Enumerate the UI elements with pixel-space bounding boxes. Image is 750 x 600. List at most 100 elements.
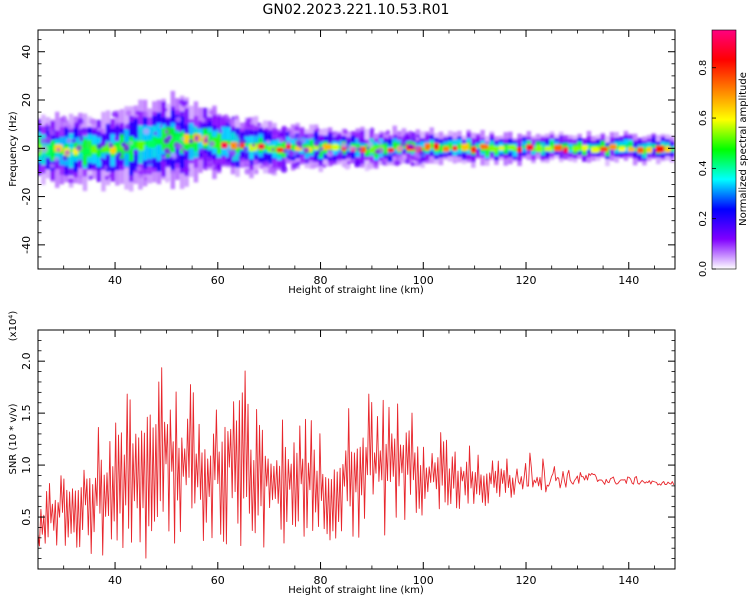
snr-series-line xyxy=(38,367,675,559)
heatmap-cell xyxy=(129,141,133,145)
heatmap-cell xyxy=(77,117,84,125)
heatmap-cell xyxy=(383,143,388,155)
heatmap-cell xyxy=(388,134,392,139)
heatmap-cell xyxy=(216,133,222,155)
heatmap-cell xyxy=(203,138,209,144)
y-tick-label: 0 xyxy=(20,145,33,152)
heatmap-cell xyxy=(52,169,56,173)
y-tick-label: -40 xyxy=(20,236,33,254)
heatmap-cell xyxy=(78,174,83,179)
heatmap-cell xyxy=(253,159,258,164)
heatmap-cell xyxy=(413,156,418,162)
heatmap-cell xyxy=(97,127,101,131)
spectrogram-heatmap xyxy=(38,90,675,192)
heatmap-cell xyxy=(53,156,60,163)
heatmap-cell xyxy=(403,134,411,142)
heatmap-cell xyxy=(308,160,313,164)
heatmap-cell xyxy=(88,175,93,180)
heatmap-cell xyxy=(627,147,635,152)
colorbar-gradient xyxy=(712,30,736,269)
heatmap-cell xyxy=(309,139,314,154)
heatmap-cell xyxy=(632,148,638,151)
heatmap-cell xyxy=(531,148,536,152)
heatmap-cell xyxy=(142,140,148,146)
heatmap-cell xyxy=(115,122,119,126)
colorbar: 0.0 0.2 0.4 0.6 0.8 Normalized spectral ampl… xyxy=(698,29,749,277)
heatmap-cell xyxy=(279,132,284,137)
heatmap-cell xyxy=(230,142,238,149)
heatmap-cell xyxy=(120,142,125,147)
heatmap-cell xyxy=(182,149,187,154)
heatmap-cell xyxy=(38,148,41,153)
heatmap-cell xyxy=(418,150,425,157)
heatmap-cell xyxy=(164,108,168,112)
heatmap-cell xyxy=(118,159,125,166)
heatmap-cell xyxy=(201,118,206,123)
colorbar-tick-label: 0.8 xyxy=(698,60,709,76)
heatmap-cell xyxy=(623,144,629,148)
heatmap-cell xyxy=(249,123,256,131)
heatmap-cell xyxy=(77,159,82,164)
heatmap-cell xyxy=(245,160,251,166)
heatmap-cell xyxy=(651,144,656,148)
heatmap-cell xyxy=(334,135,342,143)
heatmap-cell xyxy=(243,146,249,152)
heatmap-cell xyxy=(104,175,110,181)
heatmap-cell xyxy=(71,138,77,144)
heatmap-cell xyxy=(227,119,235,126)
heatmap-cell xyxy=(413,138,417,142)
heatmap-cell xyxy=(226,149,231,153)
heatmap-cell xyxy=(366,141,373,148)
colorbar-frame xyxy=(711,29,737,270)
heatmap-cell xyxy=(91,145,97,154)
x-tick-label: 100 xyxy=(413,274,434,287)
heatmap-cell xyxy=(540,147,545,151)
heatmap-cell xyxy=(385,130,391,136)
heatmap-cell xyxy=(268,167,276,175)
heatmap-cell xyxy=(124,123,132,130)
heatmap-cell xyxy=(137,140,145,151)
heatmap-cell xyxy=(107,142,111,146)
heatmap-cell xyxy=(163,147,171,154)
heatmap-cell xyxy=(96,144,102,158)
heatmap-cell xyxy=(372,133,379,140)
heatmap-cell xyxy=(68,149,74,153)
heatmap-cell xyxy=(300,138,306,143)
spectrogram-xlabel: Height of straight line (km) xyxy=(288,285,424,296)
heatmap-cell xyxy=(207,132,213,146)
spectrogram-axes: 40 60 80 100 120 140 -40 -20 0 20 40 xyxy=(20,30,675,287)
colorbar-tick-label: 0.2 xyxy=(698,211,709,227)
heatmap-cell xyxy=(217,128,223,134)
heatmap-cell xyxy=(340,141,347,149)
heatmap-cell xyxy=(637,147,644,154)
heatmap-cell xyxy=(452,145,458,151)
heatmap-cell xyxy=(284,156,289,162)
heatmap-cell xyxy=(109,146,116,154)
heatmap-cell xyxy=(143,111,149,118)
heatmap-cell xyxy=(412,151,420,159)
heatmap-cell xyxy=(429,142,434,149)
heatmap-cell xyxy=(175,125,180,131)
heatmap-cell xyxy=(313,139,320,147)
heatmap-cell xyxy=(400,140,407,147)
heatmap-cell xyxy=(188,139,194,144)
heatmap-cell xyxy=(553,144,563,152)
heatmap-cell xyxy=(609,143,617,150)
heatmap-cell xyxy=(327,150,334,158)
heatmap-cell xyxy=(398,156,404,162)
heatmap-cell xyxy=(89,118,96,125)
heatmap-cell xyxy=(67,123,71,128)
spectrogram-frame xyxy=(37,29,676,270)
heatmap-cell xyxy=(280,166,288,174)
heatmap-cell xyxy=(447,142,453,150)
heatmap-cell xyxy=(144,177,148,181)
heatmap-cell xyxy=(581,144,588,151)
heatmap-cell xyxy=(100,157,104,162)
y-tick-label: 40 xyxy=(20,45,33,59)
heatmap-cell xyxy=(299,145,303,150)
heatmap-cell xyxy=(220,142,228,149)
heatmap-cell xyxy=(278,137,285,144)
heatmap-cells xyxy=(38,90,675,192)
heatmap-cell xyxy=(159,160,164,164)
heatmap-cell xyxy=(103,165,108,170)
